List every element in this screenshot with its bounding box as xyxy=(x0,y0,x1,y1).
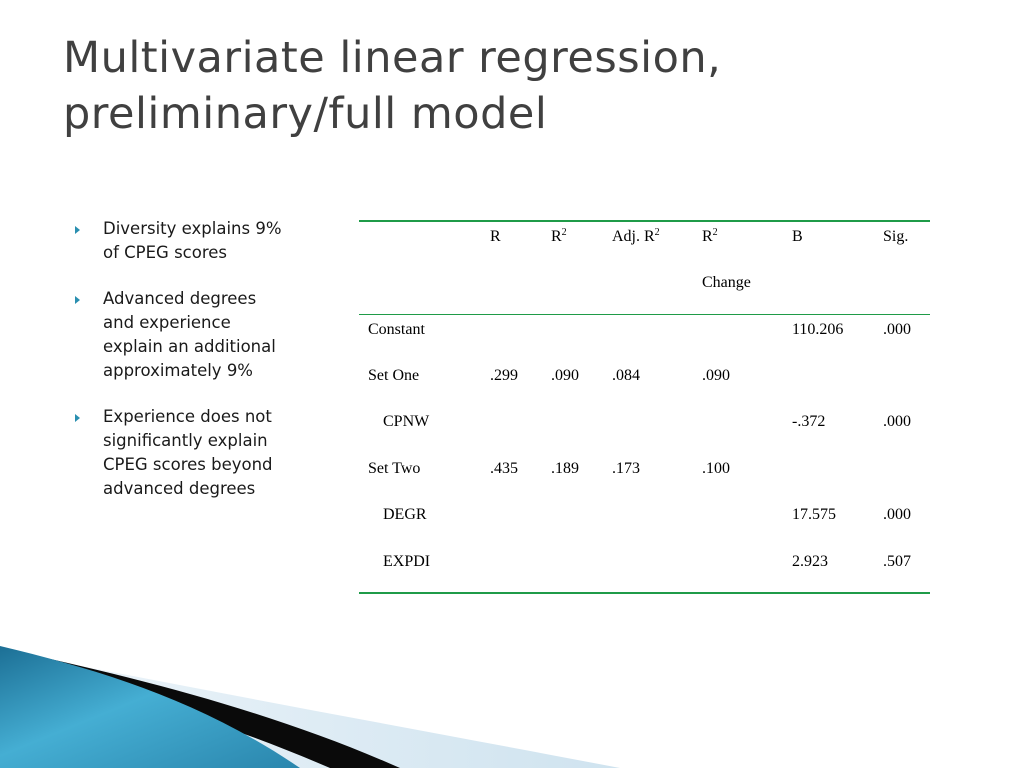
header-adj-r-squared: Adj. R2 xyxy=(603,220,693,268)
swoosh-light-band xyxy=(0,650,620,768)
cell-adj: .084 xyxy=(612,366,640,384)
cell-change xyxy=(693,407,784,454)
row-label: DEGR xyxy=(383,506,427,523)
cell-change xyxy=(693,546,784,594)
cell-adj xyxy=(603,546,693,594)
cell-r2: .090 xyxy=(551,366,579,384)
cell-b: 110.206 xyxy=(792,320,844,338)
cell-r xyxy=(481,546,542,594)
swoosh-black-band xyxy=(0,648,400,768)
cell-b xyxy=(784,454,875,501)
cell-r2 xyxy=(542,314,603,361)
cell-r2 xyxy=(542,407,603,454)
slide-title: Multivariate linear regression, prelimin… xyxy=(63,30,963,142)
bullet-item: Experience does not significantly explai… xyxy=(75,405,290,501)
bullet-text: Experience does not significantly explai… xyxy=(103,407,273,498)
header-label-cell xyxy=(359,220,481,268)
table-row: Set One .299 .090 .084 .090 xyxy=(359,361,930,408)
cell-sig xyxy=(875,361,930,408)
table-row: EXPDI 2.923 .507 xyxy=(359,546,930,594)
cell-sig: .000 xyxy=(883,506,911,523)
swoosh-blue-band xyxy=(0,646,300,768)
cell-sig: .507 xyxy=(875,546,930,594)
row-label: CPNW xyxy=(383,413,430,430)
cell-adj xyxy=(603,500,693,547)
cell-change xyxy=(693,314,784,361)
bullet-arrow-icon xyxy=(75,226,80,234)
header-r-squared: R2 xyxy=(542,220,603,268)
cell-sig xyxy=(875,454,930,501)
cell-adj xyxy=(603,314,693,361)
title-line-1: Multivariate linear regression, xyxy=(63,33,722,83)
cell-sig: .000 xyxy=(883,320,911,338)
cell-r2: .189 xyxy=(551,459,579,477)
table-row: CPNW -.372 .000 xyxy=(359,407,930,454)
cell-change: .090 xyxy=(702,366,730,384)
cell-r: .435 xyxy=(490,459,518,477)
bullet-arrow-icon xyxy=(75,414,80,422)
bullet-item: Diversity explains 9% of CPEG scores xyxy=(75,217,290,265)
header-r-squared-change: R2 xyxy=(693,220,784,268)
cell-adj xyxy=(603,407,693,454)
cell-r: .299 xyxy=(490,366,518,384)
cell-r2 xyxy=(542,500,603,547)
cell-r xyxy=(481,407,542,454)
bullet-text: Diversity explains 9% of CPEG scores xyxy=(103,219,282,262)
cell-change xyxy=(693,500,784,547)
table-header-row-2: Change xyxy=(359,267,930,315)
cell-b xyxy=(784,361,875,408)
row-label: Constant xyxy=(368,320,425,338)
table-row: Set Two .435 .189 .173 .100 xyxy=(359,454,930,501)
cell-r xyxy=(481,500,542,547)
cell-r2 xyxy=(542,546,603,594)
cell-sig: .000 xyxy=(883,413,911,430)
cell-b: 2.923 xyxy=(784,546,875,594)
table-row: DEGR 17.575 .000 xyxy=(359,500,930,547)
cell-r xyxy=(481,314,542,361)
cell-b: -.372 xyxy=(792,413,826,430)
bullet-item: Advanced degrees and experience explain … xyxy=(75,287,290,383)
regression-table: R R2 Adj. R2 R2 B Sig. Change Constant 1… xyxy=(359,220,930,594)
title-line-2: preliminary/full model xyxy=(63,89,548,139)
header-change-word: Change xyxy=(693,267,784,315)
bullet-arrow-icon xyxy=(75,296,80,304)
cell-change: .100 xyxy=(702,459,730,477)
bullet-text: Advanced degrees and experience explain … xyxy=(103,289,276,380)
bullet-list: Diversity explains 9% of CPEG scores Adv… xyxy=(75,217,290,523)
table-header-row: R R2 Adj. R2 R2 B Sig. xyxy=(359,220,930,268)
header-r: R xyxy=(481,220,542,268)
row-label: EXPDI xyxy=(359,546,481,594)
row-label: Set One xyxy=(368,366,420,384)
cell-b: 17.575 xyxy=(792,506,836,523)
header-sig: Sig. xyxy=(875,220,930,268)
header-b: B xyxy=(784,220,875,268)
table-row: Constant 110.206 .000 xyxy=(359,314,930,361)
row-label: Set Two xyxy=(368,459,421,477)
cell-adj: .173 xyxy=(612,459,640,477)
